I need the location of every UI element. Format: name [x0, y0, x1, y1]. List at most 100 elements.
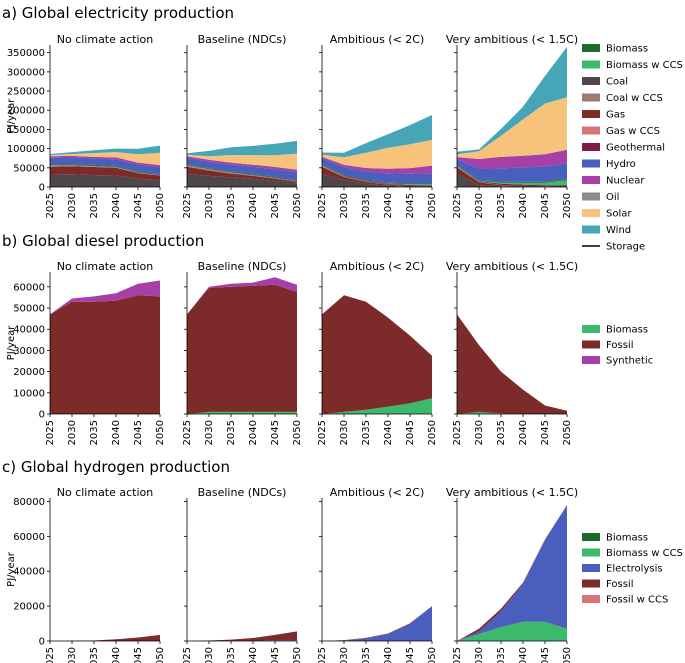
x-tick-label: 2025 — [317, 420, 328, 445]
legend-swatch — [582, 77, 600, 85]
legend-label: Coal w CCS — [606, 93, 663, 104]
x-tick-label: 2030 — [474, 193, 485, 218]
legend-swatch — [582, 579, 600, 588]
legend-swatch — [582, 564, 600, 572]
x-tick-label: 2045 — [270, 420, 281, 445]
area-fossil — [187, 631, 297, 641]
x-tick-label: 2045 — [405, 647, 416, 663]
x-tick-label: 2045 — [540, 193, 551, 218]
y-tick-label: 20000 — [13, 602, 45, 613]
area-coal — [322, 174, 432, 187]
y-tick-label: 30000 — [13, 346, 45, 357]
x-tick-label: 2035 — [496, 193, 507, 218]
x-tick-label: 2040 — [518, 193, 529, 218]
x-tick-label: 2045 — [540, 647, 551, 663]
x-tick-label: 2025 — [317, 193, 328, 218]
area-fossil — [322, 606, 432, 641]
panel-title: Baseline (NDCs) — [198, 486, 287, 499]
x-tick-label: 2050 — [155, 420, 166, 445]
legend-label: Storage — [606, 242, 645, 253]
area-biomass — [187, 164, 297, 181]
x-tick-label: 2030 — [67, 420, 78, 445]
area-wind — [457, 46, 567, 155]
area-biomass — [187, 411, 297, 414]
x-tick-label: 2025 — [45, 193, 56, 218]
panel-title: Very ambitious (< 1.5C) — [446, 486, 578, 499]
legend-swatch — [582, 44, 600, 52]
area-wind — [50, 145, 160, 156]
y-tick-label: 10000 — [13, 388, 45, 399]
legend-label: Fossil — [606, 340, 634, 351]
area-hydro — [50, 157, 160, 174]
area-coal — [457, 174, 567, 187]
x-tick-label: 2050 — [562, 420, 573, 445]
area-coal — [50, 174, 160, 187]
panel-diesel-0: No climate action 2025 2030 2035 2040 2045 205… — [13, 260, 166, 445]
panel-hydrogen-0: No climate action 2025 2030 2035 2040 2045 205… — [13, 486, 166, 663]
x-tick-label: 2030 — [339, 420, 350, 445]
y-tick-label: 100000 — [7, 144, 45, 155]
x-tick-label: 2030 — [67, 193, 78, 218]
area-wind — [187, 140, 297, 157]
panel-electricity-2: Ambitious (< 2C) 2025 2030 2035 2040 2045 2050 — [317, 33, 438, 218]
y-axis-label: PJ/year — [6, 98, 17, 134]
y-tick-label: 150000 — [7, 125, 45, 136]
legend-diesel: Biomass Fossil Synthetic — [582, 325, 653, 367]
legend-label: Gas w CCS — [606, 126, 660, 137]
panel-title: No climate action — [57, 486, 154, 499]
panel-electricity-1: Baseline (NDCs) 2025 2030 2035 2040 2045 2050 — [182, 33, 303, 218]
x-tick-label: 2040 — [248, 420, 259, 445]
area-biomass-w-ccs — [457, 621, 567, 641]
legend-swatch — [582, 325, 600, 333]
x-tick-label: 2030 — [204, 647, 215, 663]
y-tick-label: 60000 — [13, 532, 45, 543]
x-tick-label: 2030 — [339, 647, 350, 663]
x-tick-label: 2025 — [452, 647, 463, 663]
y-tick-label: 50000 — [13, 163, 45, 174]
x-tick-label: 2040 — [248, 193, 259, 218]
legend-label: Biomass — [606, 44, 648, 55]
area-electrolysis — [322, 606, 432, 641]
x-tick-label: 2030 — [204, 420, 215, 445]
legend-swatch — [582, 93, 600, 102]
panel-title: Ambitious (< 2C) — [330, 486, 425, 499]
x-tick-label: 2040 — [111, 193, 122, 218]
x-tick-label: 2050 — [155, 193, 166, 218]
panel-diesel-3: Very ambitious (< 1.5C) 2025 2030 2035 2040 2… — [446, 260, 578, 445]
x-tick-label: 2050 — [562, 193, 573, 218]
area-fossil — [50, 634, 160, 641]
x-tick-label: 2025 — [45, 647, 56, 663]
panel-title: Ambitious (< 2C) — [330, 33, 425, 46]
panel-hydrogen-3: Very ambitious (< 1.5C) 2025 2030 2035 2040 2… — [446, 486, 578, 663]
x-tick-label: 2040 — [518, 420, 529, 445]
area-solar — [50, 152, 160, 166]
y-tick-label: 0 — [39, 183, 45, 194]
x-tick-label: 2030 — [204, 193, 215, 218]
x-tick-label: 2050 — [427, 420, 438, 445]
chart-title: b) Global diesel production — [2, 232, 204, 250]
x-tick-label: 2045 — [270, 193, 281, 218]
area-gas — [187, 166, 297, 184]
area-oil — [50, 165, 160, 176]
y-tick-label: 40000 — [13, 567, 45, 578]
x-tick-label: 2030 — [474, 647, 485, 663]
legend-hydrogen: Biomass Biomass w CCS Electrolysis Fossil Fo… — [582, 533, 683, 606]
x-tick-label: 2030 — [67, 647, 78, 663]
area-hydro — [457, 159, 567, 182]
x-tick-label: 2035 — [89, 647, 100, 663]
x-tick-label: 2035 — [226, 420, 237, 445]
x-tick-label: 2040 — [248, 647, 259, 663]
panel-title: No climate action — [57, 33, 154, 46]
legend-label: Biomass w CCS — [606, 548, 683, 559]
panel-title: Very ambitious (< 1.5C) — [446, 33, 578, 46]
area-coal — [187, 174, 297, 187]
area-biomass — [50, 164, 160, 175]
x-tick-label: 2050 — [292, 647, 303, 663]
legend-electricity: Biomass Biomass w CCS Coal Coal w CCS Gas Gas… — [582, 44, 683, 253]
x-tick-label: 2030 — [474, 420, 485, 445]
area-fossil — [457, 314, 567, 414]
panel-title: Very ambitious (< 1.5C) — [446, 260, 578, 273]
y-tick-label: 0 — [39, 637, 45, 648]
